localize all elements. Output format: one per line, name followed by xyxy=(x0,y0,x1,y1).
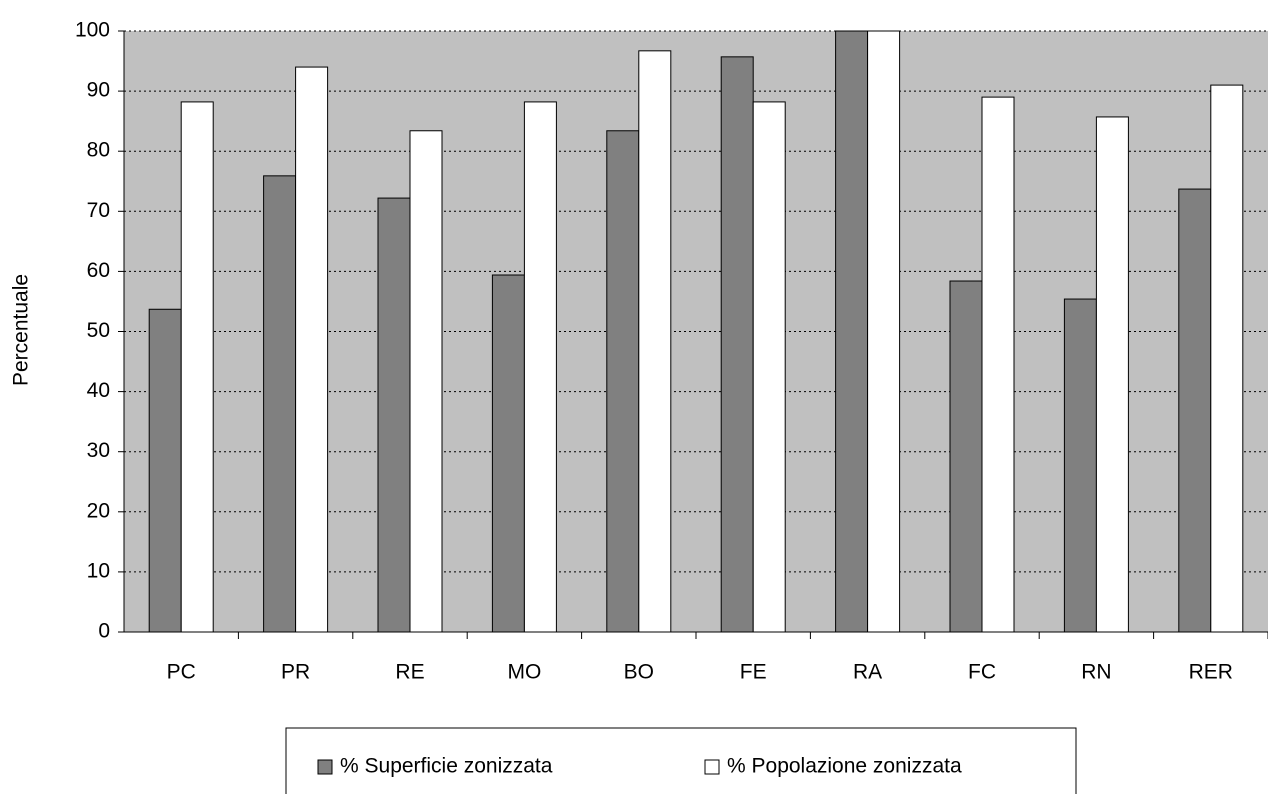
x-tick-label: RER xyxy=(1189,661,1233,684)
bar xyxy=(752,101,786,633)
y-tick-label: 100 xyxy=(75,19,110,42)
y-tick-label: 40 xyxy=(87,379,110,402)
y-tick-label: 50 xyxy=(87,319,110,342)
x-tick-label: FC xyxy=(968,661,996,684)
y-tick-label: 90 xyxy=(87,79,110,102)
bar xyxy=(491,274,525,633)
x-tick-label: FE xyxy=(740,661,767,684)
x-tick-label: RA xyxy=(853,661,882,684)
y-tick-label: 10 xyxy=(87,559,110,582)
bar xyxy=(377,197,411,633)
bar xyxy=(523,101,557,633)
x-tick-label: RE xyxy=(395,661,424,684)
y-tick-label: 30 xyxy=(87,439,110,462)
x-tick-label: PC xyxy=(167,661,196,684)
legend-box xyxy=(285,727,1077,794)
bar xyxy=(263,175,297,633)
bar xyxy=(867,30,901,633)
bar xyxy=(949,280,983,633)
bar xyxy=(1210,84,1244,633)
bar xyxy=(148,308,182,633)
legend-label: % Superficie zonizzata xyxy=(340,755,553,778)
y-tick-label: 20 xyxy=(87,499,110,522)
bar xyxy=(180,101,214,633)
y-tick-label: 70 xyxy=(87,199,110,222)
bar xyxy=(638,50,672,633)
y-tick-label: 0 xyxy=(98,620,110,643)
y-axis-label: Percentuale xyxy=(10,274,33,386)
legend-label: % Popolazione zonizzata xyxy=(727,755,962,778)
bar xyxy=(1178,188,1212,633)
bar xyxy=(835,30,869,633)
bar xyxy=(1063,298,1097,633)
y-tick-label: 80 xyxy=(87,139,110,162)
bar xyxy=(720,56,754,633)
legend-swatch xyxy=(704,759,720,775)
y-tick-label: 60 xyxy=(87,259,110,282)
legend-swatch xyxy=(317,759,333,775)
bar xyxy=(981,96,1015,633)
bar xyxy=(295,66,329,633)
bar xyxy=(606,130,640,633)
x-tick-label: BO xyxy=(624,661,654,684)
x-tick-label: PR xyxy=(281,661,310,684)
x-tick-label: RN xyxy=(1081,661,1111,684)
bar xyxy=(409,130,443,633)
bar xyxy=(1095,116,1129,633)
x-tick-label: MO xyxy=(507,661,541,684)
